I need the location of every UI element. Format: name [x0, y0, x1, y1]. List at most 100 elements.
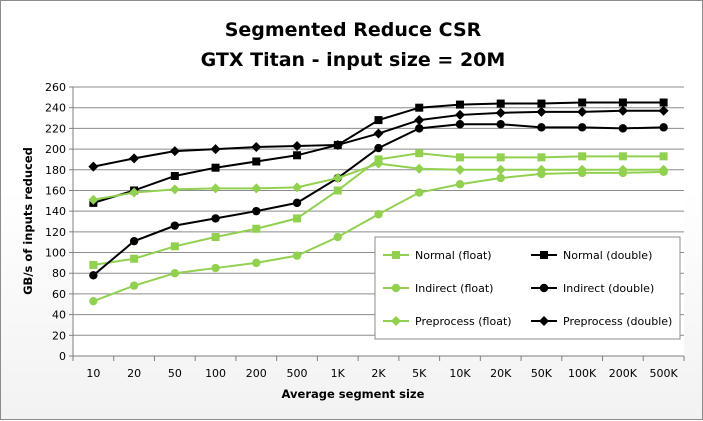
data-point [617, 105, 628, 116]
data-point [211, 214, 220, 223]
data-point [537, 153, 546, 162]
data-point [129, 281, 139, 290]
data-point [333, 186, 342, 195]
y-tick-label: 100 [45, 247, 66, 260]
data-point [130, 254, 139, 263]
data-point [415, 124, 424, 133]
data-point [618, 98, 627, 107]
data-point [577, 123, 587, 132]
data-point [210, 144, 221, 155]
data-point [455, 100, 464, 109]
legend-entry-label: Indirect (float) [415, 282, 493, 295]
legend-swatch-marker [539, 283, 549, 293]
data-point [293, 151, 302, 160]
data-point [88, 194, 99, 205]
data-point [496, 173, 505, 183]
y-tick-label: 240 [45, 102, 66, 115]
y-tick-label: 60 [52, 288, 66, 301]
data-point [496, 120, 505, 129]
y-tick-label: 200 [45, 143, 66, 156]
data-point [495, 164, 506, 175]
data-point [374, 143, 383, 153]
data-point [455, 120, 465, 129]
data-point [577, 106, 588, 117]
x-tick-label: 10 [86, 367, 100, 380]
data-point [496, 99, 505, 108]
y-tick-label: 140 [45, 205, 66, 218]
data-point [454, 164, 465, 175]
data-point [414, 163, 425, 174]
legend-entry-label: Normal (double) [563, 249, 652, 262]
data-point [496, 153, 505, 162]
data-point [292, 182, 303, 193]
y-tick-label: 180 [45, 164, 66, 177]
data-point [577, 164, 588, 175]
x-tick-label: 50 [168, 367, 182, 380]
x-axis-ticks: 10 20 50 100 200 500 1K 2K 5K 10K 20K 50K 100K 200K 50… [72, 356, 685, 380]
data-point [537, 123, 546, 132]
data-point [89, 260, 98, 269]
y-tick-label: 20 [52, 329, 66, 342]
x-tick-label: 200K [609, 367, 638, 380]
data-point [659, 123, 668, 132]
legend-swatch-marker [391, 316, 401, 326]
data-point [414, 115, 425, 126]
data-point [374, 116, 383, 125]
y-tick-label: 80 [52, 267, 66, 280]
x-tick-label: 50K [531, 367, 553, 380]
legend-swatch-marker [391, 283, 401, 293]
data-point [455, 180, 465, 189]
data-point [333, 232, 342, 242]
data-point [292, 251, 302, 260]
x-tick-label: 1K [331, 367, 346, 380]
data-point [373, 128, 384, 139]
chart-title-line-2: GTX Titan - input size = 20M [201, 49, 506, 71]
data-point [658, 164, 669, 175]
y-tick-label: 160 [45, 184, 66, 197]
x-tick-label: 10K [449, 367, 471, 380]
data-point [455, 153, 464, 162]
data-point [252, 206, 261, 216]
data-point [659, 152, 668, 161]
y-tick-label: 220 [45, 122, 66, 135]
legend-entry-label: Preprocess (double) [563, 315, 672, 328]
data-point [495, 107, 506, 118]
y-axis-ticks: 0 20 40 60 80 100 120 140 160 180 200 220 240 260 [45, 81, 73, 363]
x-axis-label: Average segment size [282, 387, 425, 401]
data-point [415, 149, 424, 158]
data-point [292, 140, 303, 151]
data-point [252, 258, 261, 268]
data-point [578, 152, 587, 161]
data-point [170, 242, 179, 251]
data-point [454, 109, 465, 120]
series-preprocess-float [88, 158, 669, 205]
data-point [293, 214, 302, 223]
data-point [129, 187, 140, 198]
data-point [251, 142, 262, 153]
data-point [252, 157, 261, 166]
x-tick-label: 20K [490, 367, 512, 380]
legend-entry-label: Preprocess (float) [415, 315, 512, 328]
data-point [211, 263, 220, 273]
x-tick-label: 2K [371, 367, 386, 380]
data-point [536, 164, 547, 175]
legend-swatch-marker [539, 316, 549, 326]
data-point [89, 296, 98, 306]
data-point [129, 153, 140, 164]
data-point [89, 271, 98, 280]
x-tick-label: 100 [205, 367, 226, 380]
data-point [617, 164, 628, 175]
data-point [373, 158, 384, 169]
series-group [88, 98, 669, 306]
legend-box [374, 236, 681, 340]
legend-entry-label: Indirect (double) [563, 282, 654, 295]
x-tick-label: 500K [650, 367, 679, 380]
x-tick-label: 500 [287, 367, 308, 380]
y-axis-label: GB/s of inputs reduced [21, 147, 35, 295]
data-point [537, 99, 546, 108]
chart-title-line-1: Segmented Reduce CSR [225, 19, 482, 41]
data-point [170, 269, 180, 278]
data-point [618, 152, 627, 161]
